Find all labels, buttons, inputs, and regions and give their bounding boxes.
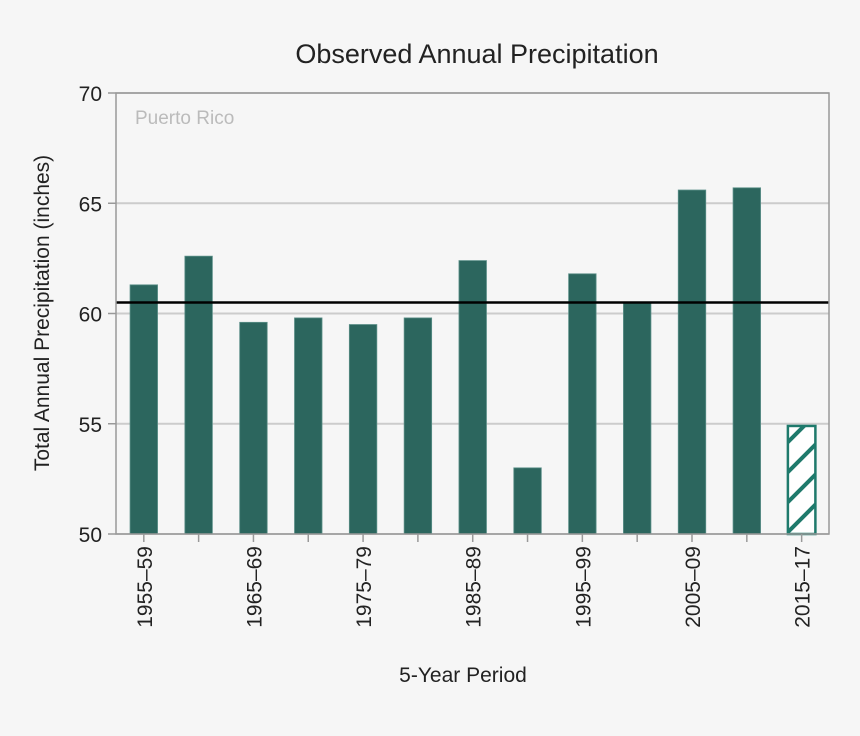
chart-title: Observed Annual Precipitation (295, 39, 658, 69)
bar-1980–84 (403, 317, 433, 535)
bar-2000–04 (623, 302, 652, 535)
bar-1960–64 (184, 255, 213, 535)
y-tick-label: 65 (79, 193, 102, 216)
bar-2010–14 (732, 187, 761, 535)
bar-1985–89 (458, 260, 487, 535)
bar-1965–69 (239, 321, 268, 535)
region-annotation: Puerto Rico (135, 108, 234, 129)
x-tick-label: 2005–09 (682, 546, 705, 628)
bar-1975–79 (348, 324, 378, 535)
x-tick-label: 1955–59 (134, 546, 157, 628)
bar-1955–59 (129, 284, 158, 535)
x-tick-label: 1985–89 (463, 546, 486, 628)
y-tick-label: 70 (79, 83, 102, 106)
bar-1990–94 (513, 467, 542, 535)
bar-1995–99 (568, 273, 597, 535)
x-tick-label: 1965–69 (243, 546, 266, 628)
x-axis-label: 5-Year Period (399, 664, 527, 687)
y-tick-label: 50 (79, 524, 102, 547)
x-tick-label: 2015–17 (792, 546, 815, 628)
y-axis-label: Total Annual Precipitation (inches) (31, 155, 54, 471)
bar-2015–17 (786, 424, 817, 536)
bar-1970–74 (294, 317, 323, 535)
x-tick-label: 1995–99 (572, 546, 595, 628)
x-tick-label: 1975–79 (353, 546, 376, 628)
bar-2005–09 (677, 189, 707, 535)
y-tick-label: 60 (79, 304, 102, 327)
y-tick-label: 55 (79, 414, 102, 437)
